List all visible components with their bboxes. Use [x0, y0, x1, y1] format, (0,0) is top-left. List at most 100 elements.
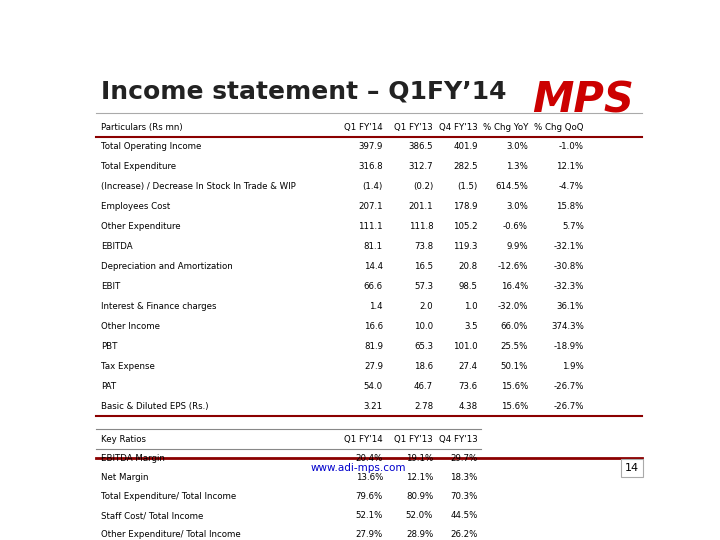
- Text: 36.1%: 36.1%: [557, 302, 584, 311]
- Text: 282.5: 282.5: [453, 162, 478, 171]
- Text: % Chg YoY: % Chg YoY: [482, 123, 528, 132]
- Text: -1.0%: -1.0%: [559, 142, 584, 151]
- Text: 81.1: 81.1: [364, 242, 383, 251]
- Text: Employees Cost: Employees Cost: [101, 202, 171, 211]
- Text: 18.3%: 18.3%: [451, 473, 478, 482]
- Text: 27.4: 27.4: [459, 362, 478, 371]
- Text: 4.38: 4.38: [459, 402, 478, 411]
- Text: 105.2: 105.2: [453, 222, 478, 231]
- Text: 66.6: 66.6: [364, 282, 383, 291]
- Text: 52.0%: 52.0%: [406, 511, 433, 520]
- Text: 3.0%: 3.0%: [506, 142, 528, 151]
- Text: Income statement – Q1FY’14: Income statement – Q1FY’14: [101, 79, 507, 103]
- Text: (1.4): (1.4): [363, 182, 383, 191]
- Text: 397.9: 397.9: [359, 142, 383, 151]
- Text: 70.3%: 70.3%: [451, 492, 478, 501]
- Text: -32.3%: -32.3%: [554, 282, 584, 291]
- Text: 1.0: 1.0: [464, 302, 478, 311]
- Text: 316.8: 316.8: [359, 162, 383, 171]
- Text: (0.2): (0.2): [413, 182, 433, 191]
- Text: 80.9%: 80.9%: [406, 492, 433, 501]
- Text: 12.1%: 12.1%: [557, 162, 584, 171]
- Text: 20.8: 20.8: [459, 262, 478, 271]
- Text: Tax Expense: Tax Expense: [101, 362, 155, 371]
- Text: 119.3: 119.3: [454, 242, 478, 251]
- Text: EBITDA Margin: EBITDA Margin: [101, 454, 165, 463]
- Text: 18.6: 18.6: [414, 362, 433, 371]
- Text: PBT: PBT: [101, 342, 117, 351]
- Text: 50.1%: 50.1%: [500, 362, 528, 371]
- Text: 14: 14: [625, 463, 639, 473]
- Text: www.adi-mps.com: www.adi-mps.com: [310, 463, 405, 473]
- Text: -26.7%: -26.7%: [554, 382, 584, 391]
- Text: EBIT: EBIT: [101, 282, 120, 291]
- Text: 16.4%: 16.4%: [500, 282, 528, 291]
- Text: 15.6%: 15.6%: [500, 382, 528, 391]
- Text: 207.1: 207.1: [359, 202, 383, 211]
- Text: 2.78: 2.78: [414, 402, 433, 411]
- Text: 98.5: 98.5: [459, 282, 478, 291]
- Text: Basic & Diluted EPS (Rs.): Basic & Diluted EPS (Rs.): [101, 402, 209, 411]
- Text: Q1 FY'14: Q1 FY'14: [344, 435, 383, 444]
- Text: 5.7%: 5.7%: [562, 222, 584, 231]
- Text: 19.1%: 19.1%: [406, 454, 433, 463]
- Text: -26.7%: -26.7%: [554, 402, 584, 411]
- Text: Depreciation and Amortization: Depreciation and Amortization: [101, 262, 233, 271]
- Text: Total Operating Income: Total Operating Income: [101, 142, 202, 151]
- Text: 201.1: 201.1: [408, 202, 433, 211]
- Text: 66.0%: 66.0%: [500, 322, 528, 331]
- Text: 312.7: 312.7: [408, 162, 433, 171]
- Text: Q1 FY'13: Q1 FY'13: [395, 435, 433, 444]
- Text: Particulars (Rs mn): Particulars (Rs mn): [101, 123, 183, 132]
- Text: 178.9: 178.9: [454, 202, 478, 211]
- Text: 111.8: 111.8: [408, 222, 433, 231]
- Text: 10.0: 10.0: [414, 322, 433, 331]
- Text: 79.6%: 79.6%: [356, 492, 383, 501]
- Text: 3.5: 3.5: [464, 322, 478, 331]
- Text: -32.0%: -32.0%: [498, 302, 528, 311]
- Text: Q1 FY'13: Q1 FY'13: [395, 123, 433, 132]
- Text: PAT: PAT: [101, 382, 117, 391]
- Text: EBITDA: EBITDA: [101, 242, 132, 251]
- Text: 1.9%: 1.9%: [562, 362, 584, 371]
- Text: 44.5%: 44.5%: [451, 511, 478, 520]
- Text: 57.3: 57.3: [414, 282, 433, 291]
- Text: Key Ratios: Key Ratios: [101, 435, 146, 444]
- Text: 9.9%: 9.9%: [506, 242, 528, 251]
- Text: 26.2%: 26.2%: [451, 530, 478, 539]
- Text: 29.7%: 29.7%: [451, 454, 478, 463]
- Text: Staff Cost/ Total Income: Staff Cost/ Total Income: [101, 511, 204, 520]
- Text: -32.1%: -32.1%: [554, 242, 584, 251]
- Text: Q4 FY'13: Q4 FY'13: [439, 123, 478, 132]
- Text: Other Income: Other Income: [101, 322, 160, 331]
- Text: Q4 FY'13: Q4 FY'13: [439, 435, 478, 444]
- Text: 25.5%: 25.5%: [500, 342, 528, 351]
- Text: 73.8: 73.8: [414, 242, 433, 251]
- Text: 1.3%: 1.3%: [506, 162, 528, 171]
- Text: 3.21: 3.21: [364, 402, 383, 411]
- Text: 614.5%: 614.5%: [495, 182, 528, 191]
- Text: 81.9: 81.9: [364, 342, 383, 351]
- Text: 16.6: 16.6: [364, 322, 383, 331]
- Text: 3.0%: 3.0%: [506, 202, 528, 211]
- Text: (Increase) / Decrease In Stock In Trade & WIP: (Increase) / Decrease In Stock In Trade …: [101, 182, 296, 191]
- Text: 1.4: 1.4: [369, 302, 383, 311]
- Text: 20.4%: 20.4%: [356, 454, 383, 463]
- Text: Other Expenditure/ Total Income: Other Expenditure/ Total Income: [101, 530, 241, 539]
- Text: 73.6: 73.6: [459, 382, 478, 391]
- Text: 101.0: 101.0: [453, 342, 478, 351]
- Text: 27.9%: 27.9%: [356, 530, 383, 539]
- Text: 52.1%: 52.1%: [356, 511, 383, 520]
- Text: 111.1: 111.1: [359, 222, 383, 231]
- Text: (1.5): (1.5): [458, 182, 478, 191]
- Text: 2.0: 2.0: [420, 302, 433, 311]
- Text: 15.8%: 15.8%: [557, 202, 584, 211]
- Text: Total Expenditure: Total Expenditure: [101, 162, 176, 171]
- Text: 14.4: 14.4: [364, 262, 383, 271]
- Text: 374.3%: 374.3%: [551, 322, 584, 331]
- Text: 15.6%: 15.6%: [500, 402, 528, 411]
- Text: -4.7%: -4.7%: [559, 182, 584, 191]
- Text: 13.6%: 13.6%: [356, 473, 383, 482]
- Text: 27.9: 27.9: [364, 362, 383, 371]
- Text: Total Expenditure/ Total Income: Total Expenditure/ Total Income: [101, 492, 236, 501]
